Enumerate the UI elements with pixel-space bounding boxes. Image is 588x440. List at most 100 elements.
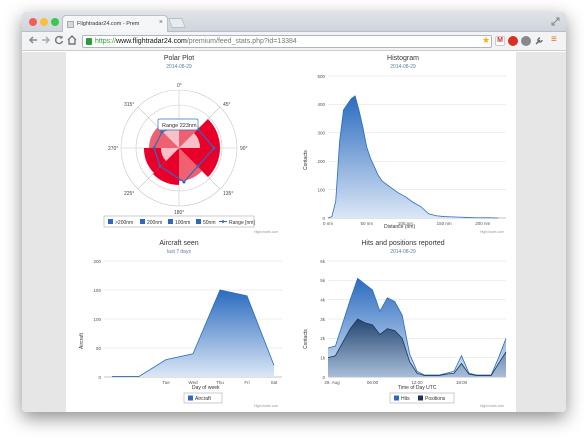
hits-ytick: 1k xyxy=(320,355,326,360)
reload-icon[interactable] xyxy=(53,34,65,46)
polar-angle-label: 135° xyxy=(223,191,233,197)
legend-label: 50nm xyxy=(203,220,216,226)
back-icon[interactable] xyxy=(27,34,39,46)
aircraft-xtick: Fri xyxy=(244,380,249,385)
aircraft-xtick: Wed xyxy=(188,380,198,385)
wrench-icon[interactable] xyxy=(534,36,544,46)
hits-ytick: 4k xyxy=(320,297,326,302)
aircraft-xlabel: Day of week xyxy=(192,385,220,391)
aircraft-subtitle: last 7 days xyxy=(167,249,191,255)
home-icon[interactable] xyxy=(66,34,78,46)
feed-stats-page: Polar Plot 2014-08-29 xyxy=(66,52,516,412)
histogram-ytick: 100 xyxy=(317,187,325,192)
forward-icon[interactable] xyxy=(40,34,52,46)
hits-ytick: 2k xyxy=(320,336,326,341)
aircraft-chart: Aircraft Day of week Aircraft 0 50 100 150 2… xyxy=(79,259,282,404)
histogram-xtick: 0 nm xyxy=(323,221,333,226)
url-scheme: https:// xyxy=(95,38,117,45)
hits-legend-frame xyxy=(389,392,455,404)
histogram-ytick: 0 xyxy=(322,216,325,221)
legend-swatch-aircraft xyxy=(188,395,193,401)
url-path: /premium/feed_stats.php?id=13384 xyxy=(186,38,297,45)
minimize-window-button[interactable] xyxy=(40,18,48,26)
histogram-ylabel: Contacts xyxy=(303,150,309,170)
favicon-icon xyxy=(67,21,74,28)
browser-tab[interactable]: Flightradar24.com - Prem × xyxy=(62,15,168,32)
page-viewport: Polar Plot 2014-08-29 xyxy=(22,52,566,412)
polar-angle-label: 270° xyxy=(108,146,118,152)
tab-title: Flightradar24.com - Prem xyxy=(77,21,140,27)
polar-sector xyxy=(179,133,201,148)
polar-angle-label: 45° xyxy=(223,102,231,108)
histogram-xlabel: Distance (nm) xyxy=(384,224,415,230)
polar-tooltip-text: Range 223nm xyxy=(162,123,197,129)
legend-item-hits[interactable]: Hits xyxy=(394,395,410,403)
hits-series-line xyxy=(327,318,507,376)
new-tab-button[interactable] xyxy=(168,18,186,28)
polar-legend-frame xyxy=(103,215,255,228)
legend-label: 200nm xyxy=(147,220,162,226)
aircraft-xtick: Tue xyxy=(162,380,170,385)
histogram-ytick: 500 xyxy=(317,74,325,79)
aircraft-ytick: 0 xyxy=(98,375,101,380)
hits-xlabel: Time of Day UTC xyxy=(398,385,437,391)
hits-ylabel: Contacts xyxy=(303,329,309,349)
legend-label: 100nm xyxy=(175,220,190,226)
aircraft-credit[interactable]: Highcharts.com xyxy=(254,404,279,408)
aircraft-ytick: 100 xyxy=(93,317,101,322)
legend-label: >200nm xyxy=(115,220,133,226)
legend-item-range[interactable]: Range [nm] xyxy=(219,220,255,226)
hits-title: Hits and positions reported xyxy=(361,240,445,247)
hits-ytick: 0 xyxy=(322,375,325,380)
polar-angle-label: 225° xyxy=(124,191,134,197)
zoom-window-button[interactable] xyxy=(51,18,59,26)
legend-item-200[interactable]: 200nm xyxy=(140,219,162,226)
browser-window: Flightradar24.com - Prem × https://www.f… xyxy=(22,12,566,412)
histogram-ytick: 400 xyxy=(317,102,325,107)
hits-subtitle: 2014-08-29 xyxy=(390,249,416,255)
fullscreen-icon[interactable] xyxy=(551,17,560,26)
url-host: www.flightradar24.com xyxy=(116,38,187,45)
legend-item-50[interactable]: 50nm xyxy=(196,219,216,226)
legend-item-100[interactable]: 100nm xyxy=(168,219,190,226)
extension-icon[interactable] xyxy=(521,36,531,46)
star-icon[interactable]: ★ xyxy=(482,35,491,45)
hits-credit[interactable]: Highcharts.com xyxy=(480,404,505,408)
histogram-series-line xyxy=(327,95,499,219)
close-tab-icon[interactable]: × xyxy=(158,19,163,26)
hits-ytick: 5k xyxy=(320,278,326,283)
legend-item-positions[interactable]: Positions xyxy=(418,395,446,403)
polar-chart: 0° 45° 90° 135° 180° 225° 270° 315° Rang… xyxy=(103,83,255,228)
histogram-chart: Contacts Distance (nm) 0 100 200 300 400 500 0… xyxy=(303,74,506,230)
legend-label: Positions xyxy=(425,396,446,402)
legend-item-gt200[interactable]: >200nm xyxy=(108,219,133,226)
lock-icon xyxy=(86,38,92,45)
aircraft-area xyxy=(112,290,274,377)
polar-credit[interactable]: Highcharts.com xyxy=(254,230,279,234)
histogram-credit[interactable]: Highcharts.com xyxy=(480,230,505,234)
close-window-button[interactable] xyxy=(29,18,37,26)
histogram-title: Histogram xyxy=(387,55,419,62)
aircraft-legend[interactable]: Aircraft xyxy=(183,392,223,404)
address-bar[interactable]: https://www.flightradar24.com/premium/fe… xyxy=(82,35,492,48)
polar-sectors xyxy=(143,119,220,185)
aircraft-legend-frame xyxy=(183,392,223,404)
adblock-icon[interactable] xyxy=(508,36,518,46)
polar-legend: >200nm 200nm 100nm 50nm Range [nm] xyxy=(103,215,255,228)
menu-icon[interactable]: ≡ xyxy=(551,34,557,45)
aircraft-title: Aircraft seen xyxy=(159,240,199,247)
histogram-xtick: 50 nm xyxy=(360,221,373,226)
legend-label: Hits xyxy=(401,396,410,402)
histogram-area xyxy=(328,95,499,218)
polar-angle-label: 0° xyxy=(177,83,182,89)
tab-bar: Flightradar24.com - Prem × xyxy=(22,12,566,32)
aircraft-series-line xyxy=(112,289,275,377)
gmail-icon[interactable]: M xyxy=(495,36,505,46)
hits-ytick: 3k xyxy=(320,317,326,322)
aircraft-xtick: Thu xyxy=(216,380,224,385)
hits-legend: Hits Positions xyxy=(389,392,455,404)
polar-subtitle: 2014-08-29 xyxy=(166,64,192,70)
browser-toolbar: https://www.flightradar24.com/premium/fe… xyxy=(22,32,566,51)
histogram-xtick: 200 nm xyxy=(475,221,490,226)
histogram-xtick: 150 nm xyxy=(437,221,452,226)
